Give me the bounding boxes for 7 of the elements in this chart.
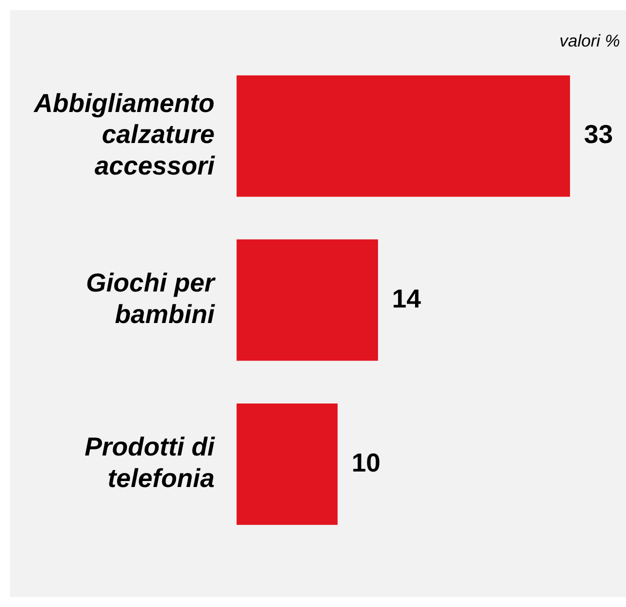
y-tick-label: Giochi per bambini [86,268,216,329]
text: valori % [560,32,620,51]
data-label: 14 [392,283,422,314]
data-label: 33 [584,119,613,150]
data-label: 10 [352,447,381,478]
y-tick-label: Abbigliamento calzature accessori [32,88,216,180]
y-tick-label: Prodotti di telefonia [84,432,216,493]
